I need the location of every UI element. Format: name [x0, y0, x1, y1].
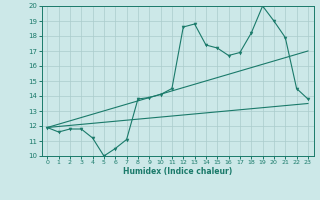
X-axis label: Humidex (Indice chaleur): Humidex (Indice chaleur) [123, 167, 232, 176]
